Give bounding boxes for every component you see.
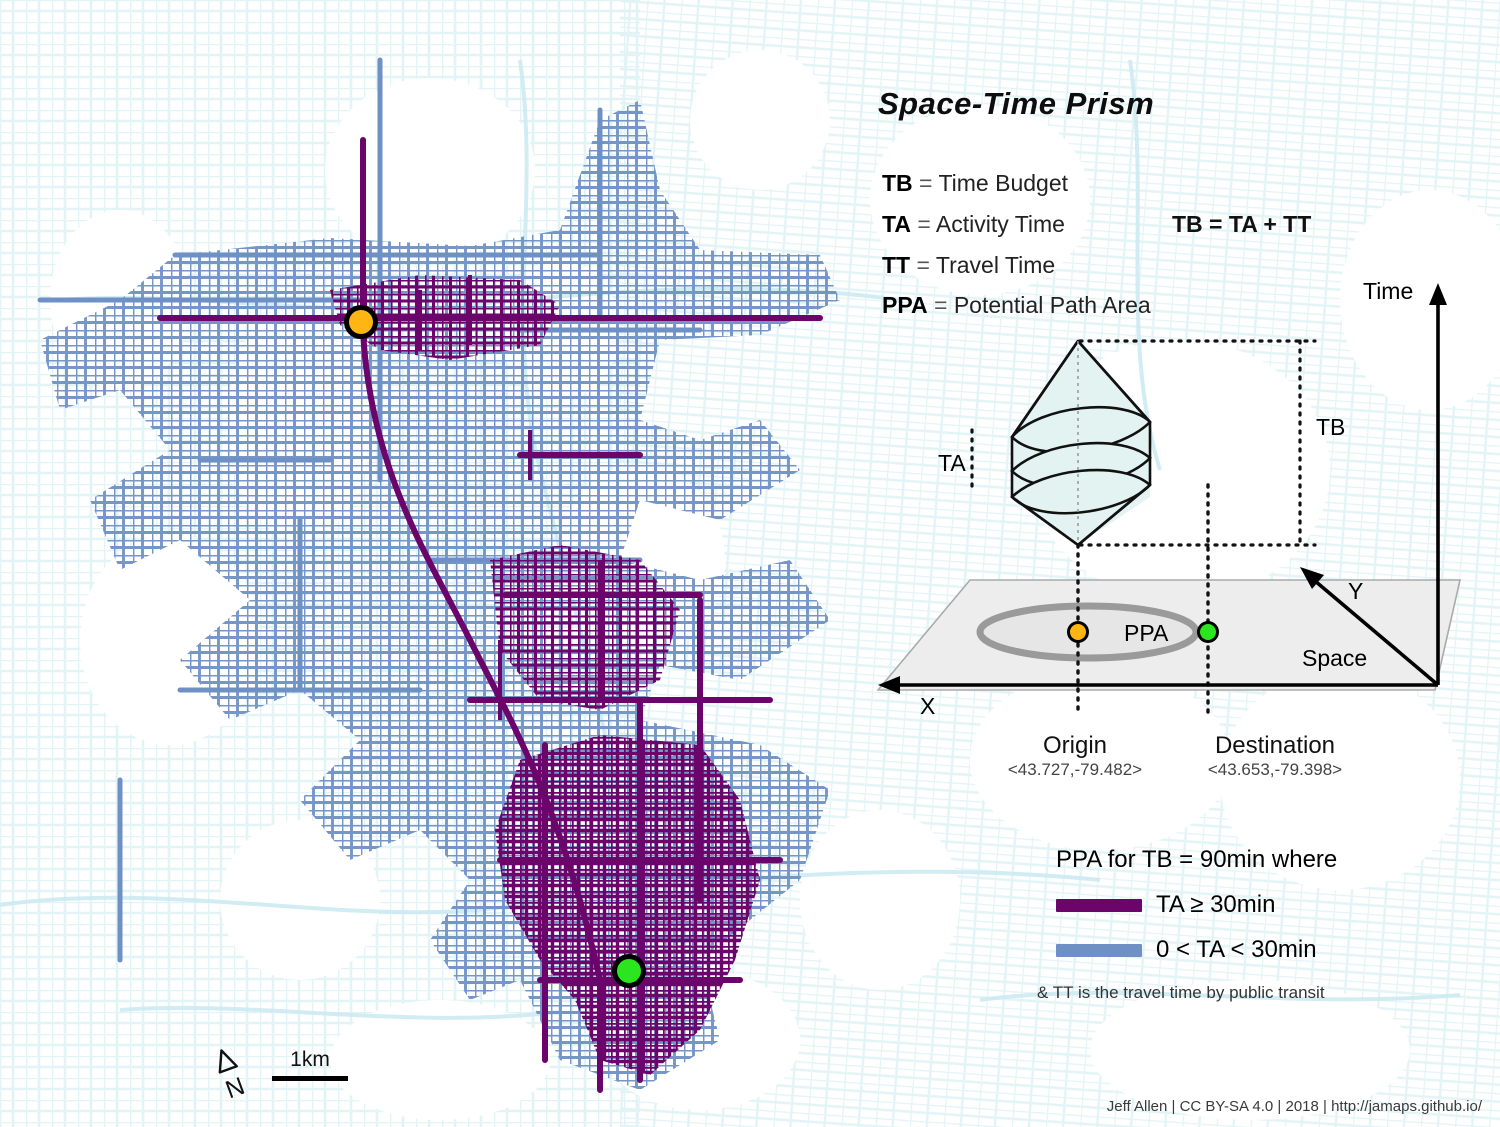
definition-equals: = bbox=[910, 252, 936, 278]
definition-term: Time Budget bbox=[938, 170, 1069, 196]
definition-term: Travel Time bbox=[935, 252, 1056, 278]
definition-abbr: TB bbox=[882, 170, 913, 196]
scale-bar-line bbox=[272, 1076, 348, 1081]
prism-guides bbox=[1078, 339, 1317, 547]
origin-name: Origin bbox=[1042, 732, 1108, 759]
legend-note: & TT is the travel time by public transi… bbox=[1037, 983, 1325, 1002]
destination-annotation: Destination <43.653,-79.398> bbox=[1160, 733, 1390, 780]
attribution-credit: Jeff Allen | CC BY-SA 4.0 | 2018 | http:… bbox=[1106, 1098, 1482, 1115]
definition-equals: = bbox=[927, 292, 954, 318]
ppa-ellipse-label: PPA bbox=[1124, 620, 1169, 646]
scale-bar: 1km bbox=[272, 1048, 348, 1081]
legend-label-purple: TA ≥ 30min bbox=[1156, 891, 1276, 918]
legend-row-ta-over-30: TA ≥ 30min bbox=[1056, 891, 1337, 919]
diagram-destination-marker bbox=[1197, 621, 1219, 643]
definition-ta: TA = Activity Time bbox=[882, 211, 1065, 238]
prism-equation: TB = TA + TT bbox=[1172, 211, 1312, 237]
prism-label-tb: TB bbox=[1316, 414, 1346, 440]
axis-arrowheads bbox=[878, 283, 1447, 694]
legend-swatch-purple bbox=[1056, 898, 1142, 912]
definition-equals: = bbox=[912, 170, 939, 196]
legend-row-ta-under-30: 0 < TA < 30min bbox=[1056, 936, 1337, 964]
axis-label-x: X bbox=[920, 693, 936, 719]
legend-heading: PPA for TB = 90min where bbox=[1056, 846, 1338, 873]
axis-label-space: Space bbox=[1302, 645, 1368, 671]
origin-marker[interactable] bbox=[344, 305, 378, 339]
prism-body bbox=[1010, 339, 1152, 547]
scale-bar-label: 1km bbox=[290, 1048, 330, 1071]
definition-equals: = bbox=[910, 211, 936, 237]
origin-annotation: Origin <43.727,-79.482> bbox=[975, 733, 1175, 780]
definition-ppa: PPA = Potential Path Area bbox=[882, 292, 1151, 319]
destination-name: Destination bbox=[1214, 732, 1336, 759]
definition-abbr: PPA bbox=[882, 292, 928, 318]
axis-label-y: Y bbox=[1348, 578, 1364, 604]
prism-label-ta: TA bbox=[938, 450, 966, 476]
svg-text:N: N bbox=[222, 1072, 249, 1104]
definition-tt: TT = Travel Time bbox=[882, 252, 1055, 279]
north-arrow-icon: N bbox=[218, 1049, 249, 1104]
legend-swatch-blue bbox=[1056, 943, 1142, 957]
diagram-origin-marker bbox=[1067, 621, 1089, 643]
projection-lines bbox=[1076, 483, 1210, 715]
definition-tb: TB = Time Budget bbox=[882, 170, 1068, 197]
axis-label-time: Time bbox=[1363, 278, 1414, 304]
space-time-prism-diagram bbox=[876, 283, 1462, 715]
legend-label-blue: 0 < TA < 30min bbox=[1156, 936, 1317, 963]
definition-term: Potential Path Area bbox=[953, 292, 1151, 318]
definition-abbr: TT bbox=[882, 252, 911, 278]
map-legend: PPA for TB = 90min where TA ≥ 30min 0 < … bbox=[1056, 846, 1337, 964]
origin-coords: <43.727,-79.482> bbox=[1007, 760, 1143, 780]
page-title: Space-Time Prism bbox=[878, 86, 1155, 121]
diagram-axes bbox=[890, 295, 1440, 687]
destination-coords: <43.653,-79.398> bbox=[1207, 760, 1343, 780]
definition-term: Activity Time bbox=[935, 211, 1065, 237]
definition-abbr: TA bbox=[882, 211, 911, 237]
destination-marker[interactable] bbox=[612, 954, 646, 988]
